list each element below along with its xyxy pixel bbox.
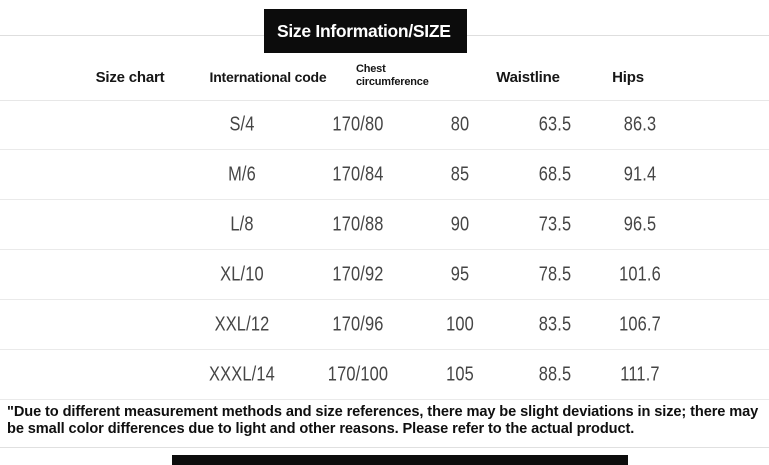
page-title: Size Information/SIZE (277, 20, 451, 41)
col-header-size-chart: Size chart (95, 69, 165, 86)
col-header-chest-circumference: Chest circumference (356, 63, 429, 88)
intl-cell: 170/84 (332, 163, 384, 185)
size-table-body: S/4 170/80 80 63.5 86.3 M/6 170/84 85 68… (0, 100, 769, 400)
waist-cell: 68.5 (538, 163, 572, 185)
chest-cell: 80 (450, 113, 470, 135)
chest-cell: 85 (450, 163, 470, 185)
hips-cell: 96.5 (623, 213, 657, 235)
size-cell: XXL/12 (214, 313, 270, 335)
size-cell: M/6 (228, 163, 256, 185)
size-cell: XL/10 (220, 263, 264, 285)
table-row: L/8 170/88 90 73.5 96.5 (0, 200, 769, 250)
size-cell: L/8 (230, 213, 254, 235)
hips-cell: 111.7 (620, 363, 660, 385)
chest-cell: 100 (446, 313, 474, 335)
bottom-divider (0, 447, 769, 448)
intl-cell: 170/96 (332, 313, 384, 335)
intl-cell: 170/92 (332, 263, 384, 285)
col-header-waistline: Waistline (496, 69, 560, 86)
size-cell: XXXL/14 (209, 363, 275, 385)
disclaimer-text: "Due to different measurement methods an… (7, 404, 759, 437)
intl-cell: 170/88 (332, 213, 384, 235)
next-section-header-partial (172, 455, 628, 465)
intl-cell: 170/80 (332, 113, 384, 135)
hips-cell: 106.7 (619, 313, 661, 335)
waist-cell: 88.5 (538, 363, 572, 385)
intl-cell: 170/100 (327, 363, 389, 385)
hips-cell: 101.6 (619, 263, 661, 285)
waist-cell: 83.5 (538, 313, 572, 335)
waist-cell: 78.5 (538, 263, 572, 285)
waist-cell: 63.5 (538, 113, 572, 135)
chest-cell: 90 (450, 213, 470, 235)
table-row: S/4 170/80 80 63.5 86.3 (0, 100, 769, 150)
table-row: XL/10 170/92 95 78.5 101.6 (0, 250, 769, 300)
size-table-header: Size chart International code Chest circ… (0, 53, 769, 101)
col-header-hips: Hips (612, 69, 644, 86)
size-cell: S/4 (229, 113, 255, 135)
chest-cell: 95 (450, 263, 470, 285)
table-row: XXXL/14 170/100 105 88.5 111.7 (0, 350, 769, 400)
col-header-international-code: International code (209, 69, 327, 85)
chest-cell: 105 (446, 363, 474, 385)
waist-cell: 73.5 (538, 213, 572, 235)
size-info-header: Size Information/SIZE (264, 9, 467, 53)
table-row: XXL/12 170/96 100 83.5 106.7 (0, 300, 769, 350)
hips-cell: 91.4 (623, 163, 657, 185)
table-row: M/6 170/84 85 68.5 91.4 (0, 150, 769, 200)
hips-cell: 86.3 (623, 113, 657, 135)
